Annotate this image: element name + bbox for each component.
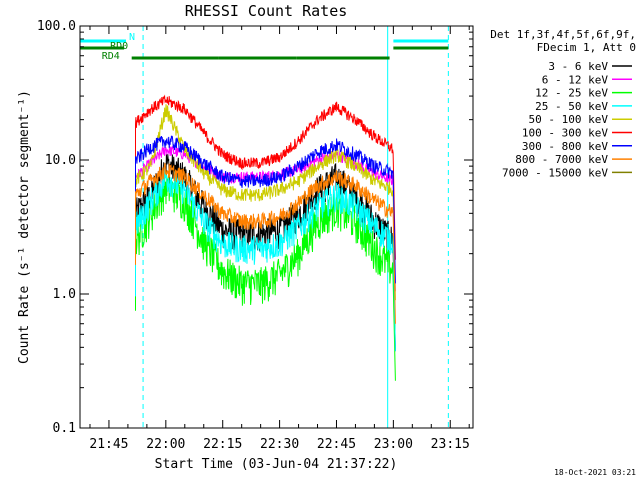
x-tick-label: 22:45 xyxy=(317,437,356,452)
series-line-7 xyxy=(135,162,396,324)
legend-header: Det 1f,3f,4f,5f,6f,9f, xyxy=(490,28,636,41)
x-axis-label: Start Time (03-Jun-04 21:37:22) xyxy=(155,457,398,472)
y-axis-label: Count Rate (s⁻¹ detector segment⁻¹) xyxy=(17,90,32,364)
legend-entry-label: 12 - 25 keV xyxy=(535,87,608,100)
legend-entry-label: 25 - 50 keV xyxy=(535,100,608,113)
y-tick-label: 0.1 xyxy=(53,421,76,436)
state-bar-label: N xyxy=(129,32,135,43)
chart-title: RHESSI Count Rates xyxy=(185,2,348,20)
y-tick-label: 10.0 xyxy=(45,153,76,168)
x-tick-label: 21:45 xyxy=(89,437,128,452)
series-line-6 xyxy=(135,135,396,284)
series-line-4 xyxy=(135,104,396,301)
legend-entry-label: 3 - 6 keV xyxy=(548,60,608,73)
y-tick-label: 1.0 xyxy=(53,287,76,302)
legend-entry-label: 7000 - 15000 keV xyxy=(502,166,608,179)
legend-entry-label: 300 - 800 keV xyxy=(522,140,608,153)
legend-entry-label: 100 - 300 keV xyxy=(522,127,608,140)
state-bar-label: RD0 xyxy=(110,41,128,52)
series-line-5 xyxy=(135,94,396,260)
legend-entry-label: 6 - 12 keV xyxy=(542,73,609,86)
timestamp: 18-Oct-2021 03:21 xyxy=(554,468,636,477)
x-tick-label: 23:15 xyxy=(431,437,470,452)
x-tick-label: 22:15 xyxy=(203,437,242,452)
y-axis: 0.1 1.0 10.0 100.0 xyxy=(37,19,473,436)
plot-frame xyxy=(79,25,474,429)
y-tick-label: 100.0 xyxy=(37,19,76,34)
x-tick-label: 22:30 xyxy=(260,437,299,452)
x-tick-label: 23:00 xyxy=(374,437,413,452)
x-tick-label: 22:00 xyxy=(146,437,185,452)
legend-entry-label: 50 - 100 keV xyxy=(529,113,609,126)
series-line-3 xyxy=(135,168,396,352)
series-line-0 xyxy=(135,154,396,352)
legend-header: FDecim 1, Att 0 xyxy=(537,41,636,54)
legend: Det 1f,3f,4f,5f,6f,9f,FDecim 1, Att 0 3 -… xyxy=(490,28,636,179)
x-axis: 21:45 22:00 22:15 22:30 22:45 23:00 23:15 xyxy=(89,26,470,452)
legend-entry-label: 800 - 7000 keV xyxy=(515,153,608,166)
state-bar-label: RD4 xyxy=(102,51,120,62)
